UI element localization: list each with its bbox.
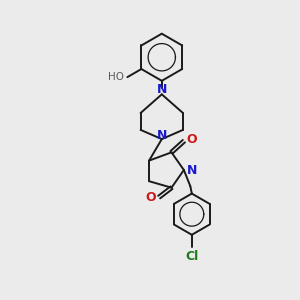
Text: N: N: [157, 82, 167, 95]
Text: N: N: [157, 129, 167, 142]
Text: N: N: [187, 164, 197, 176]
Text: Cl: Cl: [185, 250, 198, 263]
Text: O: O: [187, 134, 197, 146]
Text: O: O: [146, 191, 156, 204]
Text: HO: HO: [108, 72, 124, 82]
